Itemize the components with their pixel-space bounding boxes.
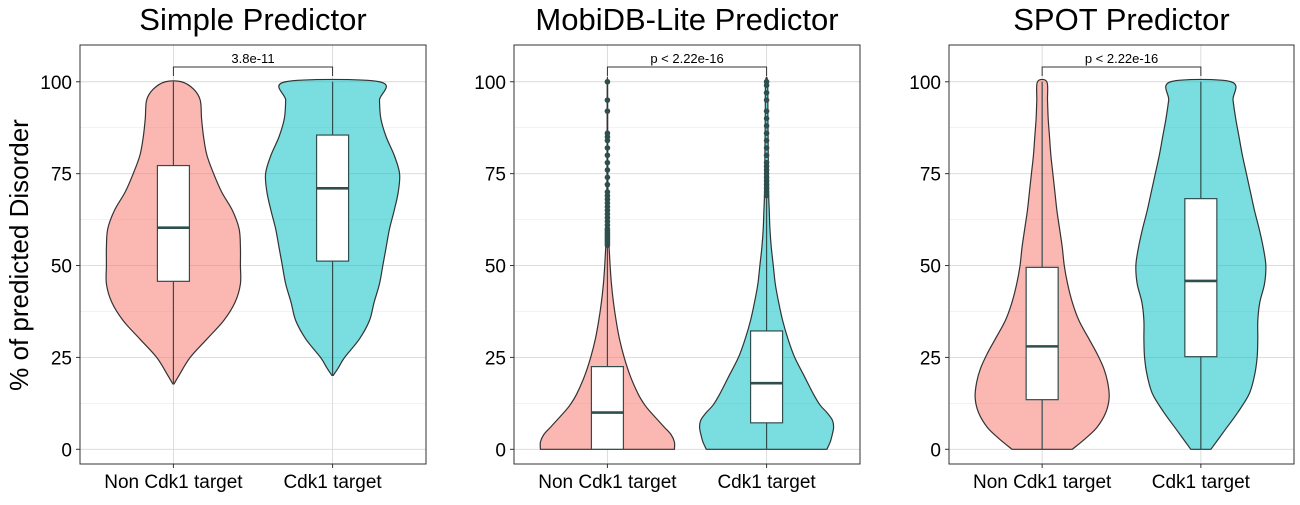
y-tick-label: 100: [474, 73, 506, 94]
box-iqr: [590, 366, 625, 450]
outlier-point: [604, 189, 611, 195]
y-axis-title: % of predicted Disorder: [4, 119, 34, 391]
significance-label: p < 2.22e-16: [650, 51, 723, 66]
panel-title: Simple Predictor: [139, 2, 366, 37]
y-tick-label: 50: [485, 257, 506, 278]
outlier-point: [763, 123, 770, 129]
panel-1: 0 25 50 75 100 Non Cdk1 target Cdk1 target 3.8e…: [40, 2, 427, 493]
outlier-point: [763, 137, 770, 144]
outlier-point: [763, 78, 770, 85]
significance-label: 3.8e-11: [231, 51, 274, 66]
outlier-point: [604, 152, 611, 159]
outlier-point: [604, 174, 611, 181]
y-tick-label: 50: [51, 257, 72, 278]
y-tick-label: 75: [51, 165, 72, 186]
panel-border: [513, 44, 861, 465]
outlier-point: [604, 78, 611, 85]
outlier-point: [604, 108, 611, 114]
significance-bracket: [1041, 66, 1202, 77]
significance-bracket: [172, 66, 334, 77]
box-iqr: [749, 330, 784, 424]
x-category-label: Non Cdk1 target: [973, 472, 1112, 493]
outlier-point: [604, 167, 611, 173]
outlier-point: [763, 115, 770, 122]
x-category-label: Non Cdk1 target: [104, 472, 243, 493]
box-iqr: [315, 134, 350, 262]
y-tick-label: 75: [920, 165, 941, 186]
outlier-point: [763, 89, 770, 96]
box-iqr: [156, 164, 191, 282]
outlier-point: [763, 152, 770, 159]
outlier-point: [763, 130, 770, 137]
outlier-point: [604, 181, 611, 188]
panel-title: MobiDB-Lite Predictor: [535, 2, 838, 37]
x-category-label: Non Cdk1 target: [538, 472, 677, 493]
outlier-point: [604, 145, 611, 151]
y-tick-label: 25: [51, 348, 72, 369]
box-iqr: [1025, 266, 1059, 401]
y-tick-label: 0: [61, 440, 72, 461]
outlier-point: [763, 97, 770, 103]
x-category-label: Cdk1 target: [1152, 472, 1251, 493]
panel-border: [948, 44, 1295, 465]
y-tick-label: 50: [920, 257, 941, 278]
x-category-label: Cdk1 target: [717, 472, 816, 493]
y-tick-label: 0: [930, 440, 941, 461]
y-tick-label: 0: [495, 440, 506, 461]
significance-bracket: [606, 66, 768, 77]
outlier-point: [604, 130, 611, 137]
panel-border: [79, 44, 427, 465]
x-category-label: Cdk1 target: [283, 472, 382, 493]
y-tick-label: 100: [909, 73, 941, 94]
y-tick-label: 75: [485, 165, 506, 186]
panel-title: SPOT Predictor: [1013, 2, 1230, 37]
box-iqr: [1184, 198, 1218, 358]
y-tick-label: 100: [40, 73, 72, 94]
panel-2: 0 25 50 75 100 Non Cdk1 target Cdk1 target p < …: [474, 2, 861, 493]
outlier-point: [604, 97, 611, 103]
outlier-point: [763, 145, 770, 151]
outlier-point: [604, 159, 611, 166]
outlier-point: [763, 159, 770, 166]
panel-3: 0 25 50 75 100 Non Cdk1 target Cdk1 target p < …: [909, 2, 1295, 493]
significance-label: p < 2.22e-16: [1085, 51, 1158, 66]
y-tick-label: 25: [920, 348, 941, 369]
outlier-point: [763, 108, 770, 114]
y-tick-label: 25: [485, 348, 506, 369]
